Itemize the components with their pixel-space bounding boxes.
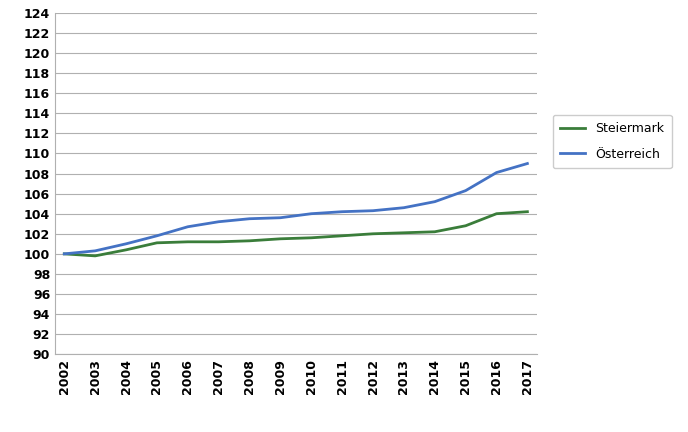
Österreich (184, 224, 192, 229)
Österreich (431, 199, 439, 204)
Österreich (524, 161, 532, 166)
Steiermark (493, 211, 501, 216)
Österreich (60, 251, 68, 257)
Legend: Steiermark, Österreich: Steiermark, Österreich (552, 115, 671, 168)
Steiermark (431, 229, 439, 235)
Steiermark (400, 230, 408, 235)
Steiermark (91, 253, 99, 258)
Österreich (277, 215, 285, 220)
Steiermark (369, 231, 377, 236)
Österreich (338, 209, 346, 214)
Österreich (246, 216, 254, 221)
Österreich (493, 170, 501, 175)
Line: Steiermark: Steiermark (64, 212, 528, 256)
Österreich (369, 208, 377, 213)
Steiermark (462, 223, 470, 229)
Österreich (91, 248, 99, 254)
Steiermark (277, 236, 285, 241)
Österreich (122, 241, 130, 246)
Steiermark (122, 247, 130, 252)
Steiermark (338, 233, 346, 238)
Österreich (400, 205, 408, 210)
Steiermark (307, 235, 315, 240)
Österreich (153, 233, 161, 238)
Österreich (462, 188, 470, 193)
Steiermark (184, 239, 192, 245)
Steiermark (524, 209, 532, 214)
Österreich (215, 219, 223, 224)
Steiermark (153, 240, 161, 245)
Österreich (307, 211, 315, 216)
Steiermark (246, 238, 254, 243)
Steiermark (60, 251, 68, 257)
Steiermark (215, 239, 223, 245)
Line: Österreich: Österreich (64, 164, 528, 254)
